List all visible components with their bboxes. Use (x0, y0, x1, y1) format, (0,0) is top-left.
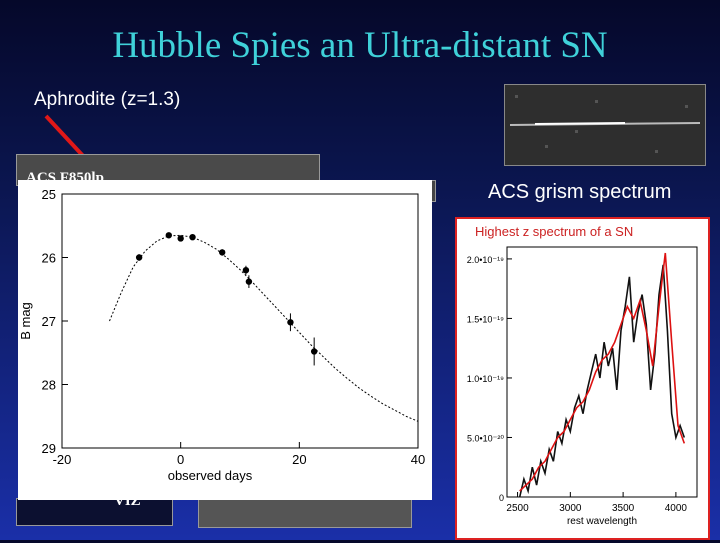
lc-y-tick-label: 27 (42, 314, 56, 329)
lc-y-tick-label: 29 (42, 441, 56, 456)
lc-data-point (245, 278, 253, 285)
grism-image (504, 84, 706, 166)
spec-y-tick-label: 5.0•10⁻²⁰ (467, 433, 504, 443)
lc-x-tick-label: 40 (411, 452, 425, 467)
lc-x-tick-label: 0 (177, 452, 184, 467)
lc-data-point (310, 348, 318, 355)
lc-plot-frame (61, 193, 419, 449)
lc-y-axis-label: B mag (18, 302, 33, 340)
viz-image-panel (16, 498, 173, 526)
lc-data-point (165, 232, 172, 239)
lc-y-tick-label: 28 (42, 378, 56, 393)
light-curve-svg: -20 0 20 40 25 26 27 28 29 observed days B mag (18, 187, 425, 483)
lc-x-tick-label: 20 (292, 452, 306, 467)
lc-data-point (242, 267, 250, 274)
subtitle: Aphrodite (z=1.3) (34, 89, 181, 110)
second-image-panel (198, 498, 412, 528)
light-curve-chart: -20 0 20 40 25 26 27 28 29 observed days B mag (18, 180, 432, 500)
spec-x-tick-label: 2500 (506, 503, 529, 514)
slide-title: Hubble Spies an Ultra-distant SN (112, 25, 608, 66)
lc-data-point (287, 319, 294, 326)
spec-x-axis-label: rest wavelength (567, 516, 637, 527)
lc-data-point (177, 235, 184, 242)
lc-x-tick-label: -20 (53, 452, 72, 467)
spectrum-chart: 2500 3000 3500 4000 0 5.0•10⁻²⁰ 1.0•10⁻¹⁹ 1.5•1… (455, 217, 710, 540)
spectrum-caption: Highest z spectrum of a SN (475, 224, 634, 239)
spec-y-tick-label: 0 (499, 493, 504, 503)
lc-y-tick-label: 26 (42, 251, 56, 266)
spec-y-tick-label: 2.0•10⁻¹⁹ (467, 255, 504, 265)
spec-y-tick-label: 1.5•10⁻¹⁹ (467, 314, 504, 324)
spec-model-line (519, 252, 686, 492)
spec-x-tick-label: 4000 (665, 503, 688, 514)
spec-plot-frame (506, 246, 698, 498)
lc-fit-curve (109, 234, 419, 422)
lc-data-point (135, 254, 143, 261)
lc-x-axis-label: observed days (168, 468, 253, 483)
lc-y-tick-label: 25 (42, 187, 56, 202)
spec-x-tick-label: 3500 (612, 503, 635, 514)
lc-data-point (219, 249, 226, 256)
grism-label: ACS grism spectrum (488, 181, 672, 203)
lc-data-point (189, 233, 196, 241)
spectrum-svg: 2500 3000 3500 4000 0 5.0•10⁻²⁰ 1.0•10⁻¹⁹ 1.5•1… (467, 246, 698, 527)
spec-y-tick-label: 1.0•10⁻¹⁹ (467, 374, 504, 384)
spec-x-tick-label: 3000 (559, 503, 582, 514)
